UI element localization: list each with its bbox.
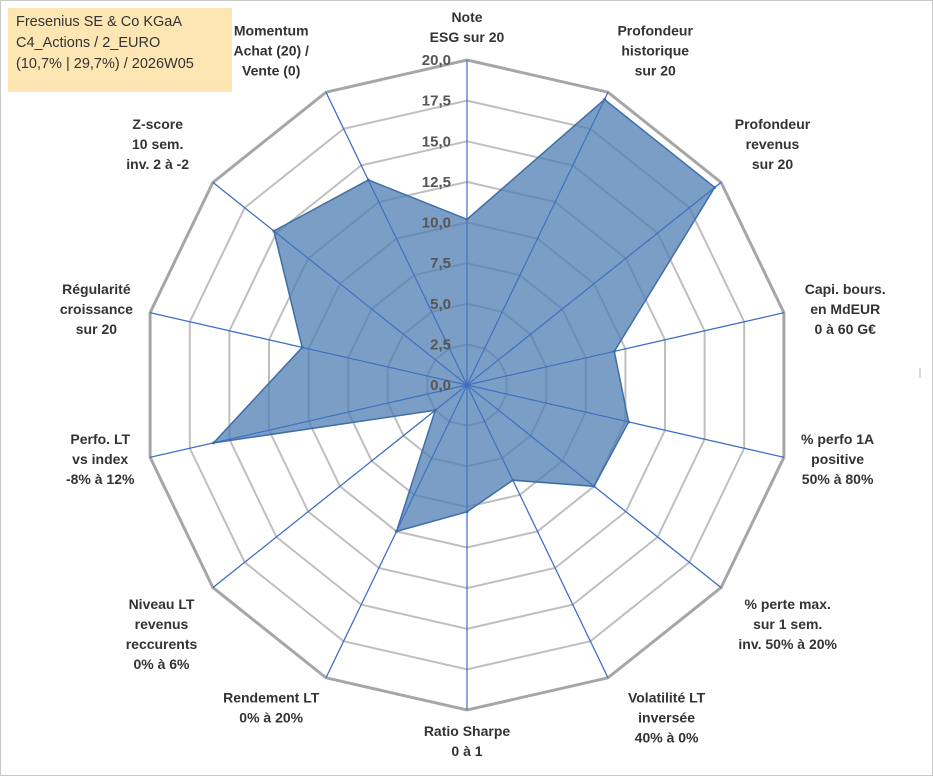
axis-label-line: Rendement LT [223, 690, 320, 706]
axis-label: Profondeur revenus sur 20 [735, 116, 811, 172]
tick-label: 20,0 [422, 52, 451, 69]
axis-label-line: Régularité [62, 281, 131, 297]
data-point [592, 484, 596, 488]
data-point [465, 217, 469, 221]
tick-label: 17,5 [422, 93, 451, 110]
axis-label-line: Perfo. LT [70, 431, 130, 447]
axis-label-line: Vente (0) [242, 62, 300, 78]
data-point [212, 441, 215, 445]
data-point [465, 510, 469, 514]
data-point [300, 345, 304, 349]
axis-label-line: vs index [72, 451, 128, 467]
axis-label-line: % perfo 1A [801, 431, 874, 447]
scroll-marker [919, 368, 927, 378]
axis-spoke-overlay [212, 384, 468, 588]
axis-spoke-overlay [325, 91, 468, 386]
axis-label-line: Volatilité LT [628, 690, 706, 706]
axis-spoke-overlay [466, 384, 785, 458]
axis-label-line: % perte max. [745, 596, 831, 612]
tick-label: 15,0 [422, 133, 451, 150]
tick-label: 10,0 [422, 215, 451, 232]
axis-label-line: inv. 50% à 20% [738, 636, 837, 652]
axis-label-line: Achat (20) / [233, 42, 309, 58]
axis-label-line: sur 20 [76, 321, 117, 337]
info-stats: (10,7% | 29,7%) / 2026W05 [16, 56, 194, 72]
radial-tick-labels: 0,0 2,5 5,0 7,5 10,0 12,5 15,0 17,5 20,0 [422, 52, 451, 394]
data-point [272, 229, 276, 233]
axis-label: Rendement LT 0% à 20% [223, 690, 320, 726]
axis-label: Momentum Achat (20) / Vente (0) [233, 22, 309, 78]
axis-label: Z-score 10 sem. inv. 2 à -2 [126, 116, 189, 172]
data-point [366, 178, 370, 182]
axis-label-line: positive [811, 451, 864, 467]
axis-label: % perte max. sur 1 sem. inv. 50% à 20% [738, 596, 837, 652]
data-series [149, 60, 785, 710]
axis-label-line: sur 1 sem. [753, 616, 822, 632]
data-point [511, 478, 515, 482]
axis-spoke-overlay [149, 384, 468, 458]
axis-label-line: sur 20 [635, 62, 676, 78]
axis-spoke-overlay [466, 312, 785, 386]
axis-label: Volatilité LT inversée 40% à 0% [628, 690, 706, 746]
axis-label-line: Z-score [132, 116, 183, 132]
axis-label-line: 0% à 20% [239, 710, 303, 726]
axis-label-line: revenus [135, 616, 189, 632]
axis-label: Ratio Sharpe 0 à 1 [424, 723, 511, 759]
tick-label: 12,5 [422, 174, 451, 191]
axis-label-line: revenus [746, 136, 800, 152]
axis-label: Perfo. LT vs index -8% à 12% [66, 431, 135, 487]
info-category: C4_Actions / 2_EURO [16, 35, 161, 51]
data-point [612, 349, 616, 353]
axis-label-line: inversée [638, 710, 695, 726]
axis-label-line: 0% à 6% [133, 656, 190, 672]
axis-label-line: inv. 2 à -2 [126, 156, 189, 172]
axis-label-line: en MdEUR [810, 301, 880, 317]
data-point [395, 529, 398, 533]
axis-label-line: Ratio Sharpe [424, 723, 511, 739]
axis-label-line: 50% à 80% [802, 471, 874, 487]
axis-label-line: reccurents [126, 636, 198, 652]
axis-label-line: Capi. bours. [805, 281, 886, 297]
axis-label-line: ESG sur 20 [430, 29, 505, 45]
info-company: Fresenius SE & Co KGaA [16, 14, 183, 30]
tick-label: 5,0 [430, 296, 451, 313]
axis-label: Régularité croissance sur 20 [60, 281, 133, 337]
axis-label-line: 10 sem. [132, 136, 183, 152]
data-point [433, 408, 437, 412]
axis-label: Niveau LT revenus reccurents 0% à 6% [126, 596, 198, 672]
axis-label-line: Note [451, 9, 482, 25]
axis-spoke-overlay [466, 384, 609, 679]
series-area [211, 98, 716, 533]
data-point [713, 185, 717, 189]
axis-spoke-overlay [212, 182, 468, 386]
axis-label: Profondeur historique sur 20 [617, 22, 693, 78]
axis-label-line: Profondeur [735, 116, 811, 132]
axis-label: Capi. bours. en MdEUR 0 à 60 G€ [805, 281, 886, 337]
axis-spoke-overlay [466, 91, 609, 386]
data-point [603, 98, 606, 101]
axis-label-line: 40% à 0% [635, 730, 699, 746]
axis-label-line: Profondeur [617, 22, 693, 38]
axis-spoke-overlay [466, 182, 722, 386]
info-box: Fresenius SE & Co KGaA C4_Actions / 2_EU… [8, 8, 232, 92]
axis-label-line: sur 20 [752, 156, 793, 172]
axis-label: % perfo 1A positive 50% à 80% [801, 431, 874, 487]
axis-label-line: Momentum [234, 22, 309, 38]
axis-label: Note ESG sur 20 [430, 9, 505, 45]
axis-label-line: 0 à 60 G€ [814, 321, 876, 337]
axis-label-line: -8% à 12% [66, 471, 135, 487]
axis-spoke-overlay [149, 312, 468, 386]
axis-labels: Note ESG sur 20 Profondeur historique sur 20… [60, 9, 886, 759]
tick-label: 2,5 [430, 336, 451, 353]
tick-label: 7,5 [430, 255, 451, 272]
axis-label-line: croissance [60, 301, 133, 317]
axis-label-line: historique [621, 42, 689, 58]
axis-label-line: Niveau LT [129, 596, 195, 612]
axis-label-line: 0 à 1 [451, 743, 482, 759]
tick-label: 0,0 [430, 377, 451, 394]
data-point [627, 420, 631, 424]
